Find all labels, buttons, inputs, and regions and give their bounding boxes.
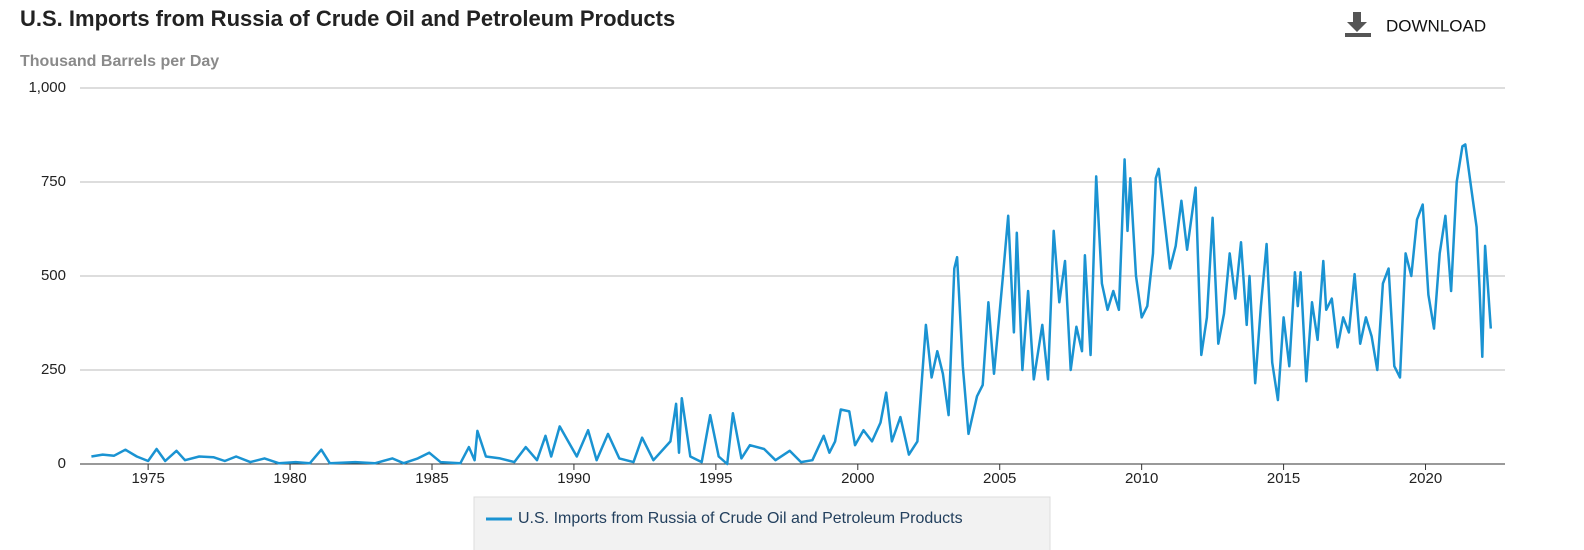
chart-title: U.S. Imports from Russia of Crude Oil an… <box>20 6 675 31</box>
y-axis-label: Thousand Barrels per Day <box>20 53 219 70</box>
download-icon <box>1347 12 1367 32</box>
x-tick-label: 1995 <box>699 470 732 487</box>
x-tick-label: 2020 <box>1409 470 1442 487</box>
y-tick-label: 750 <box>41 173 66 190</box>
x-tick-label: 1990 <box>557 470 590 487</box>
x-tick-label: 1975 <box>131 470 164 487</box>
x-tick-label: 2000 <box>841 470 874 487</box>
x-tick-label: 1980 <box>273 470 306 487</box>
download-label[interactable]: DOWNLOAD <box>1386 16 1486 35</box>
download-button[interactable]: DOWNLOAD <box>1336 8 1506 44</box>
y-tick-label: 500 <box>41 267 66 284</box>
x-tick-label: 1985 <box>415 470 448 487</box>
x-tick-label: 2010 <box>1125 470 1158 487</box>
x-tick-label: 2005 <box>983 470 1016 487</box>
legend-box <box>473 496 1051 550</box>
legend-label: U.S. Imports from Russia of Crude Oil an… <box>518 510 963 527</box>
data-line <box>91 143 1493 466</box>
y-tick-label: 0 <box>58 455 66 472</box>
y-tick-label: 1,000 <box>28 79 66 96</box>
y-tick-label: 250 <box>41 361 66 378</box>
x-tick-label: 2015 <box>1267 470 1300 487</box>
download-icon-base <box>1345 33 1371 37</box>
download-bg[interactable] <box>1336 8 1506 44</box>
